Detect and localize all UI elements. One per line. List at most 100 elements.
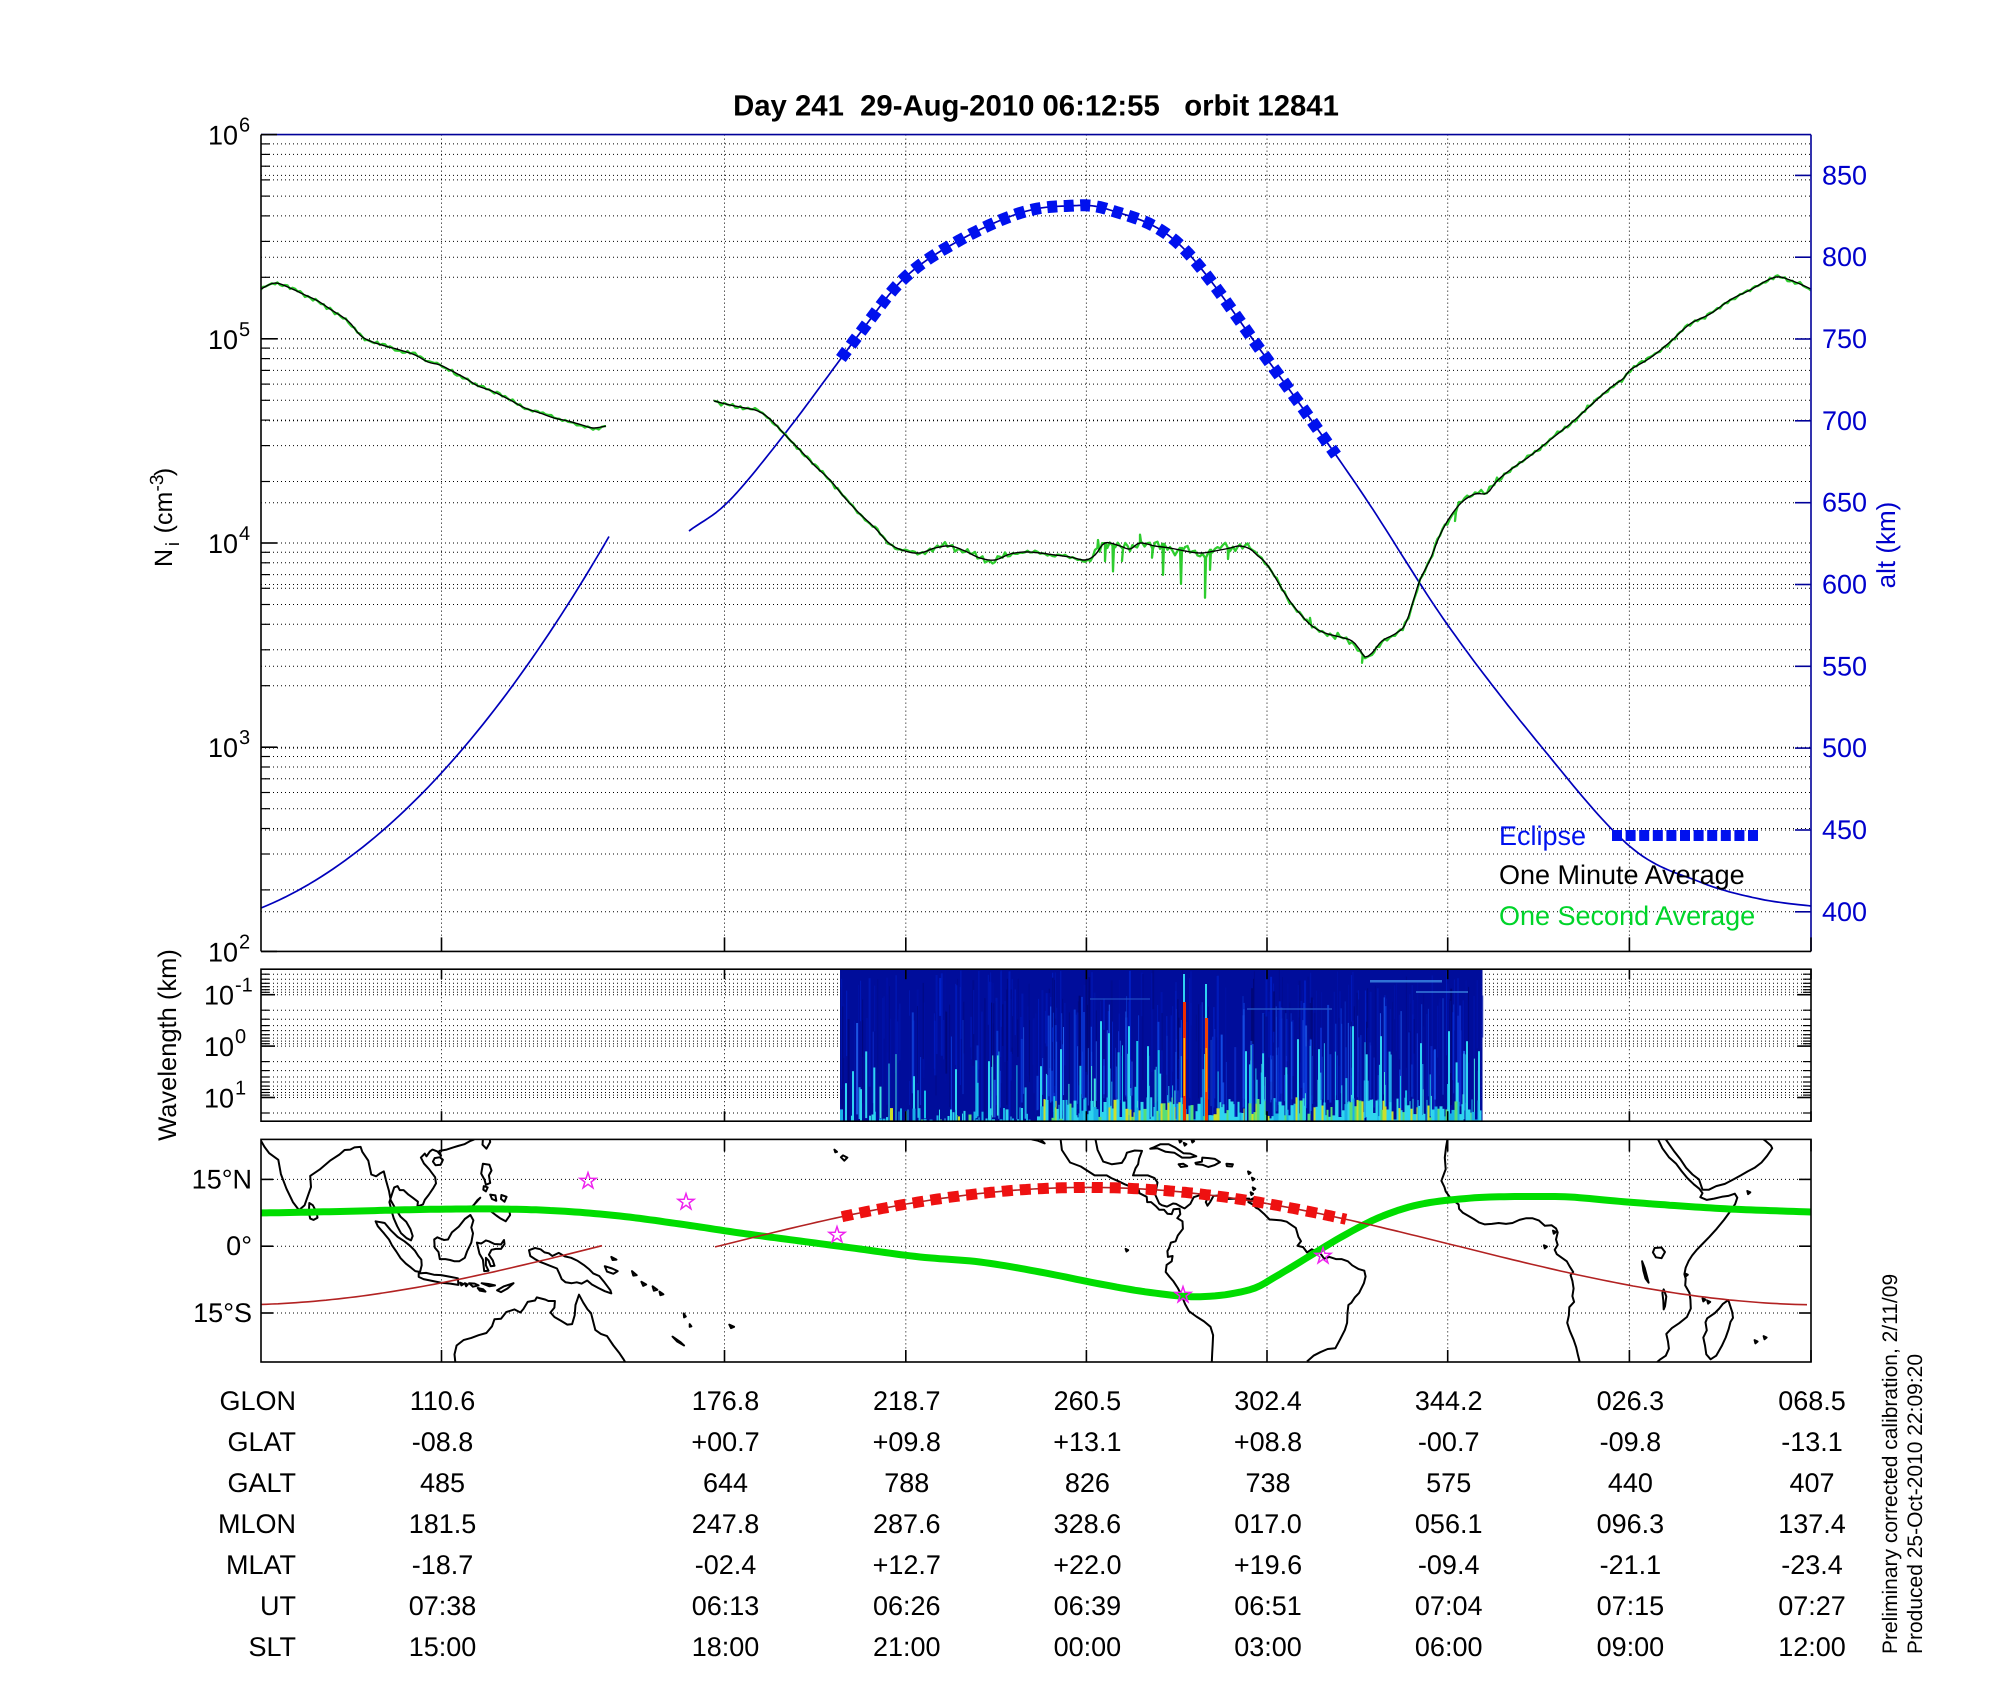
svg-text:644: 644 <box>703 1468 748 1498</box>
svg-text:03:00: 03:00 <box>1234 1632 1302 1662</box>
svg-text:4: 4 <box>239 523 250 545</box>
svg-text:MLON: MLON <box>218 1509 296 1539</box>
svg-text:Preliminary corrected calibrat: Preliminary corrected calibration, 2/11/… <box>1879 1274 1902 1654</box>
svg-text:10: 10 <box>204 1084 234 1114</box>
svg-text:09:00: 09:00 <box>1597 1632 1665 1662</box>
svg-text:10: 10 <box>208 937 238 967</box>
svg-text:788: 788 <box>884 1468 929 1498</box>
svg-text:2: 2 <box>239 931 250 953</box>
svg-text:10: 10 <box>208 121 238 151</box>
svg-text:017.0: 017.0 <box>1234 1509 1302 1539</box>
svg-text:3: 3 <box>239 727 250 749</box>
svg-text:18:00: 18:00 <box>692 1632 760 1662</box>
svg-text:06:39: 06:39 <box>1054 1591 1122 1621</box>
svg-text:+09.8: +09.8 <box>873 1427 941 1457</box>
svg-text:+12.7: +12.7 <box>873 1550 941 1580</box>
svg-text:550: 550 <box>1822 651 1867 681</box>
svg-text:287.6: 287.6 <box>873 1509 941 1539</box>
svg-text:One Second Average: One Second Average <box>1499 901 1755 931</box>
svg-text:-09.8: -09.8 <box>1600 1427 1662 1457</box>
svg-text:Day 241 29-Aug-2010 06:12:55: Day 241 29-Aug-2010 06:12:55 orbit 12841 <box>733 90 1339 123</box>
svg-text:15°N: 15°N <box>192 1164 252 1194</box>
svg-text:06:13: 06:13 <box>692 1591 760 1621</box>
svg-text:260.5: 260.5 <box>1054 1386 1122 1416</box>
svg-text:06:00: 06:00 <box>1415 1632 1483 1662</box>
svg-text:Wavelength (km): Wavelength (km) <box>154 949 182 1141</box>
svg-text:500: 500 <box>1822 733 1867 763</box>
svg-text:i: i <box>163 542 184 546</box>
svg-text:800: 800 <box>1822 242 1867 272</box>
svg-text:10: 10 <box>208 325 238 355</box>
svg-text:-21.1: -21.1 <box>1600 1550 1662 1580</box>
svg-text:096.3: 096.3 <box>1597 1509 1665 1539</box>
svg-text:(cm: (cm <box>150 492 178 541</box>
svg-text:850: 850 <box>1822 160 1867 190</box>
svg-text:1: 1 <box>235 1078 246 1100</box>
svg-text:15°S: 15°S <box>193 1298 252 1328</box>
svg-text:): ) <box>150 468 178 476</box>
svg-text:06:26: 06:26 <box>873 1591 941 1621</box>
svg-text:MLAT: MLAT <box>226 1550 296 1580</box>
svg-text:One Minute Average: One Minute Average <box>1499 860 1745 890</box>
svg-text:GLON: GLON <box>219 1386 296 1416</box>
svg-text:-23.4: -23.4 <box>1781 1550 1843 1580</box>
svg-text:SLT: SLT <box>248 1632 296 1662</box>
svg-text:0: 0 <box>235 1026 246 1048</box>
svg-text:-00.7: -00.7 <box>1418 1427 1480 1457</box>
svg-text:137.4: 137.4 <box>1778 1509 1846 1539</box>
svg-text:328.6: 328.6 <box>1054 1509 1122 1539</box>
svg-text:826: 826 <box>1065 1468 1110 1498</box>
svg-text:-02.4: -02.4 <box>695 1550 757 1580</box>
svg-text:181.5: 181.5 <box>409 1509 477 1539</box>
svg-text:GALT: GALT <box>227 1468 296 1498</box>
svg-text:-13.1: -13.1 <box>1781 1427 1843 1457</box>
svg-text:10: 10 <box>208 529 238 559</box>
svg-text:750: 750 <box>1822 324 1867 354</box>
svg-text:450: 450 <box>1822 815 1867 845</box>
svg-text:-3: -3 <box>147 475 168 492</box>
svg-text:N: N <box>150 549 178 567</box>
svg-text:247.8: 247.8 <box>692 1509 760 1539</box>
svg-text:07:04: 07:04 <box>1415 1591 1483 1621</box>
svg-text:407: 407 <box>1789 1468 1834 1498</box>
svg-text:+19.6: +19.6 <box>1234 1550 1302 1580</box>
svg-text:056.1: 056.1 <box>1415 1509 1483 1539</box>
svg-text:+00.7: +00.7 <box>691 1427 759 1457</box>
svg-text:700: 700 <box>1822 406 1867 436</box>
svg-text:Eclipse: Eclipse <box>1499 821 1586 851</box>
svg-text:21:00: 21:00 <box>873 1632 941 1662</box>
svg-text:110.6: 110.6 <box>410 1386 476 1416</box>
svg-text:0°: 0° <box>226 1231 252 1261</box>
svg-text:738: 738 <box>1245 1468 1290 1498</box>
svg-text:068.5: 068.5 <box>1778 1386 1846 1416</box>
svg-text:440: 440 <box>1608 1468 1653 1498</box>
svg-text:alt (km): alt (km) <box>1871 502 1901 589</box>
svg-text:302.4: 302.4 <box>1234 1386 1302 1416</box>
svg-text:600: 600 <box>1822 570 1867 600</box>
svg-text:07:38: 07:38 <box>409 1591 477 1621</box>
svg-text:6: 6 <box>239 115 250 137</box>
svg-text:+08.8: +08.8 <box>1234 1427 1302 1457</box>
svg-text:-08.8: -08.8 <box>412 1427 474 1457</box>
svg-text:-18.7: -18.7 <box>412 1550 474 1580</box>
svg-text:485: 485 <box>420 1468 465 1498</box>
svg-text:GLAT: GLAT <box>227 1427 296 1457</box>
svg-text:-1: -1 <box>235 975 253 997</box>
svg-text:218.7: 218.7 <box>873 1386 941 1416</box>
svg-text:-09.4: -09.4 <box>1418 1550 1480 1580</box>
svg-text:07:27: 07:27 <box>1778 1591 1846 1621</box>
svg-text:650: 650 <box>1822 488 1867 518</box>
svg-text:5: 5 <box>239 319 250 341</box>
svg-text:06:51: 06:51 <box>1234 1591 1302 1621</box>
svg-text:10: 10 <box>204 1032 234 1062</box>
svg-text:15:00: 15:00 <box>409 1632 477 1662</box>
svg-text:+13.1: +13.1 <box>1053 1427 1121 1457</box>
svg-text:10: 10 <box>208 733 238 763</box>
svg-text:026.3: 026.3 <box>1597 1386 1665 1416</box>
svg-text:+22.0: +22.0 <box>1053 1550 1121 1580</box>
svg-text:10: 10 <box>204 981 234 1011</box>
svg-text:Produced 25-Oct-2010 22:09:20: Produced 25-Oct-2010 22:09:20 <box>1904 1354 1927 1654</box>
svg-text:00:00: 00:00 <box>1054 1632 1122 1662</box>
svg-text:400: 400 <box>1822 897 1867 927</box>
svg-text:12:00: 12:00 <box>1778 1632 1846 1662</box>
